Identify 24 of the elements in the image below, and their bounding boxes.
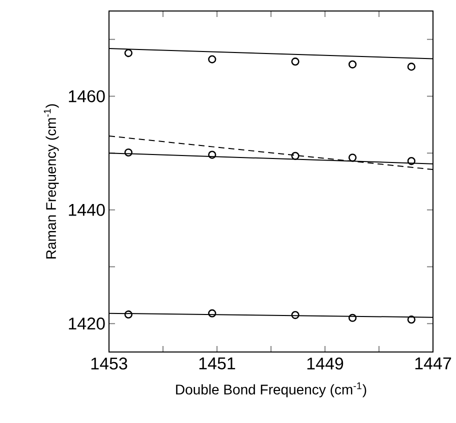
y-tick-label: 1460 <box>68 90 105 102</box>
point <box>348 154 357 162</box>
x-tick-label: 1451 <box>199 358 236 370</box>
x-axis-title: Double Bond Frequency (cm$^{-1}$) <box>176 382 366 398</box>
point <box>208 55 216 64</box>
point <box>124 310 132 319</box>
x-tick-label: 1453 <box>91 358 128 370</box>
point <box>407 316 416 324</box>
x-tick-label: 1449 <box>307 358 344 370</box>
point <box>348 60 357 68</box>
point <box>407 62 416 71</box>
y-axis-title: Raman Frequency (cm$^{-1}$) <box>44 104 59 258</box>
y-tick-label: 1420 <box>68 318 105 330</box>
point <box>124 49 132 58</box>
point <box>291 152 300 160</box>
y-tick-label: 1440 <box>68 204 105 216</box>
point <box>124 148 132 157</box>
x-tick-label: 1447 <box>415 358 452 370</box>
point <box>407 156 416 166</box>
point <box>208 309 216 318</box>
point <box>348 314 357 322</box>
point <box>291 310 300 320</box>
point <box>291 58 300 66</box>
point <box>208 150 216 159</box>
